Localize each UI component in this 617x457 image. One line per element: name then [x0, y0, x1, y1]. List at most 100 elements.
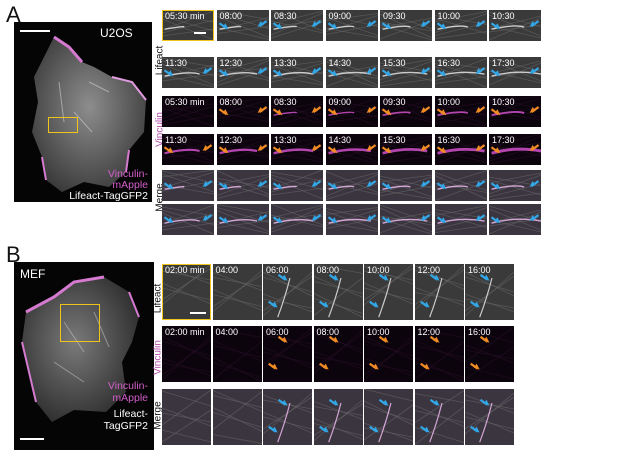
- micrograph-texture: [465, 326, 514, 380]
- arrow-icon: [475, 20, 485, 28]
- arrow-icon: [257, 180, 267, 188]
- legend-vinculin-line2: mApple: [112, 179, 148, 191]
- timestamp-label: 08:00: [316, 327, 340, 337]
- arrow-icon: [420, 67, 431, 75]
- arrow-icon: [378, 273, 389, 281]
- micrograph-texture: [465, 392, 514, 443]
- mef-cell-shape: [21, 275, 140, 422]
- micrograph-tile: 16:00: [465, 326, 514, 382]
- micrograph-texture: [162, 57, 214, 88]
- arrow-icon: [163, 146, 174, 154]
- arrow-icon: [311, 67, 322, 75]
- u2os-cell-shape: [32, 35, 147, 192]
- legend-b-lifeact-line1: Lifeact-: [113, 408, 148, 420]
- timestamp-label: 14:30: [328, 135, 352, 145]
- timestamp-label: 09:00: [328, 11, 352, 21]
- arrow-icon: [475, 67, 485, 75]
- arrow-icon: [381, 182, 392, 190]
- micrograph-tile: 13:30: [271, 57, 323, 88]
- micrograph-texture: [216, 10, 269, 40]
- micrograph-tile: 09:30: [380, 96, 432, 127]
- micrograph-tile: 16:30: [434, 134, 487, 165]
- micrograph-texture: [489, 57, 541, 86]
- timestamp-label: 13:30: [274, 58, 297, 68]
- micrograph-tile: 17:30: [489, 134, 541, 165]
- arrow-icon: [369, 300, 379, 308]
- micrograph-texture: [489, 172, 541, 201]
- timestamp-label: 10:30: [492, 97, 515, 107]
- arrow-icon: [436, 146, 446, 154]
- arrow-icon: [429, 273, 439, 281]
- micrograph-texture: [489, 96, 541, 121]
- arrow-icon: [479, 335, 490, 343]
- micrograph-texture: [414, 265, 464, 318]
- legend-b-vinculin-line2: mApple: [112, 392, 148, 404]
- arrow-icon: [420, 106, 431, 114]
- micrograph-texture: [263, 392, 312, 443]
- arrow-icon: [218, 182, 228, 190]
- arrow-icon: [369, 425, 379, 433]
- micrograph-tile: 10:00: [364, 264, 413, 320]
- arrow-icon: [218, 22, 228, 30]
- timestamp-label: 17:30: [492, 58, 515, 68]
- arrow-icon: [470, 425, 480, 433]
- cell-line-label: U2OS: [100, 26, 133, 40]
- micrograph-texture: [271, 170, 323, 200]
- micrograph-tile: 09:00: [325, 10, 378, 41]
- micrograph-texture: [414, 390, 464, 445]
- micrograph-tile: [263, 389, 312, 445]
- micrograph-tile: [325, 204, 378, 235]
- arrow-icon: [366, 180, 376, 188]
- arrow-icon: [381, 216, 392, 224]
- arrow-icon: [277, 273, 288, 281]
- timestamp-label: 02:00 min: [165, 265, 205, 275]
- micrograph-texture: [162, 264, 211, 306]
- timestamp-label: 08:00: [219, 97, 243, 107]
- micrograph-texture: [212, 328, 262, 382]
- timestamp-label: 16:30: [437, 135, 461, 145]
- panel-b-overview-image: MEF Vinculin- mApple Lifeact- TagGFP2: [14, 262, 154, 450]
- micrograph-texture: [325, 171, 378, 200]
- micrograph-tile: [489, 204, 541, 235]
- micrograph-tile: 04:00: [212, 264, 262, 320]
- arrow-icon: [475, 144, 485, 152]
- micrograph-texture: [313, 329, 363, 374]
- arrow-icon: [163, 69, 174, 77]
- arrow-icon: [529, 180, 540, 188]
- arrow-icon: [420, 214, 431, 222]
- micrograph-texture: [380, 204, 432, 235]
- arrow-icon: [202, 67, 213, 75]
- arrow-icon: [366, 20, 376, 28]
- arrow-icon: [436, 182, 446, 190]
- micrograph-tile: 11:30: [162, 134, 214, 165]
- micrograph-texture: [271, 97, 323, 127]
- micrograph-texture: [263, 327, 312, 370]
- micrograph-tile: 09:30: [380, 10, 432, 41]
- micrograph-tile: 06:00: [263, 264, 312, 320]
- timestamp-label: 02:00 min: [165, 327, 205, 337]
- arrow-icon: [218, 216, 228, 224]
- arrow-icon: [436, 216, 446, 224]
- region-of-interest-box: [48, 117, 78, 133]
- arrow-icon: [268, 425, 278, 433]
- micrograph-texture: [271, 10, 323, 39]
- timestamp-label: 05:30 min: [165, 11, 205, 21]
- arrow-icon: [378, 335, 389, 343]
- arrow-icon: [327, 108, 337, 116]
- micrograph-texture: [162, 204, 214, 235]
- arrow-icon: [436, 108, 446, 116]
- micrograph-tile: [216, 170, 269, 201]
- arrow-icon: [490, 22, 501, 30]
- timestamp-label: 06:00: [266, 327, 289, 337]
- legend-vinculin-line1: Vinculin-: [107, 168, 148, 180]
- micrograph-texture: [380, 96, 432, 125]
- arrow-icon: [328, 398, 338, 406]
- timestamp-label: 13:30: [274, 135, 297, 145]
- arrow-icon: [327, 69, 337, 77]
- micrograph-texture: [364, 389, 413, 443]
- arrow-icon: [257, 144, 267, 152]
- timestamp-label: 04:00: [215, 327, 239, 337]
- micrograph-texture: [325, 97, 378, 127]
- micrograph-tile: [364, 389, 413, 445]
- legend-b-lifeact-line2: TagGFP2: [103, 420, 148, 432]
